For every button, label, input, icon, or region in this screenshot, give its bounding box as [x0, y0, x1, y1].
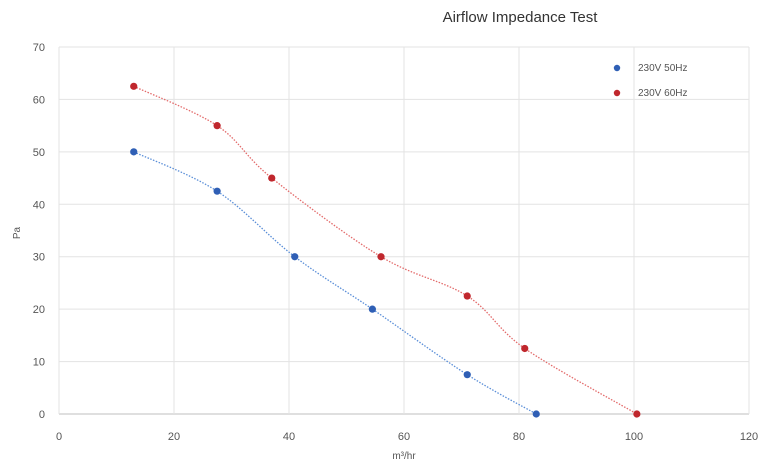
- x-tick-label: 40: [283, 431, 295, 443]
- data-point-series-1: [368, 305, 376, 313]
- y-axis-ticks: 0 10 20 30 40 50 60 70: [33, 42, 45, 421]
- data-point-series-2: [130, 82, 138, 90]
- y-tick-label: 0: [39, 409, 45, 421]
- x-axis-label: m³/hr: [392, 451, 416, 462]
- y-axis-label: Pa: [12, 226, 23, 239]
- legend-marker-series-2: [613, 89, 621, 97]
- grid: [58, 46, 750, 415]
- y-tick-label: 20: [33, 304, 45, 316]
- data-point-series-1: [532, 410, 540, 418]
- y-tick-label: 50: [33, 147, 45, 159]
- data-point-series-2: [213, 122, 221, 130]
- data-point-series-1: [463, 371, 471, 379]
- legend-label-series-2: 230V 60Hz: [638, 88, 687, 99]
- x-tick-label: 80: [513, 431, 525, 443]
- data-point-series-2: [268, 174, 276, 182]
- legend: 230V 50Hz 230V 60Hz: [613, 63, 687, 99]
- x-tick-label: 100: [625, 431, 643, 443]
- x-tick-label: 60: [398, 431, 410, 443]
- y-tick-label: 40: [33, 199, 45, 211]
- data-point-series-1: [291, 253, 299, 261]
- data-point-series-2: [377, 253, 385, 261]
- trendlines: [133, 85, 638, 415]
- trendline-series-2: [133, 85, 638, 415]
- legend-label-series-1: 230V 50Hz: [638, 63, 687, 74]
- x-axis-ticks: 0 20 40 60 80 100 120: [56, 431, 758, 443]
- y-tick-label: 70: [33, 42, 45, 54]
- chart-title: Airflow Impedance Test: [443, 9, 599, 26]
- y-tick-label: 10: [33, 357, 45, 369]
- x-tick-label: 20: [168, 431, 180, 443]
- data-point-series-2: [633, 410, 641, 418]
- y-tick-label: 60: [33, 94, 45, 106]
- data-point-series-2: [521, 344, 529, 353]
- x-tick-label: 120: [740, 431, 758, 443]
- data-point-series-1: [213, 187, 221, 195]
- data-point-series-2: [463, 292, 471, 300]
- y-tick-label: 30: [33, 252, 45, 264]
- trendline-series-1: [133, 151, 537, 415]
- x-tick-label: 0: [56, 431, 62, 443]
- legend-marker-series-1: [613, 64, 621, 72]
- data-points: [130, 82, 641, 418]
- data-point-series-1: [130, 148, 138, 156]
